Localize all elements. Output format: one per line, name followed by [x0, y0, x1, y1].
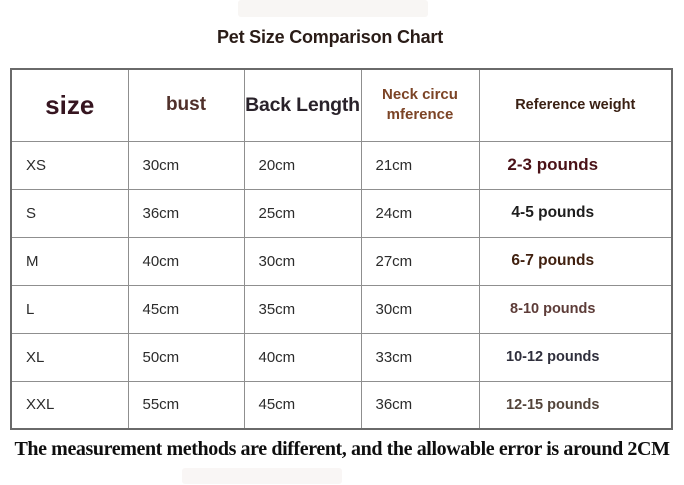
cell-back-length: 25cm — [243, 188, 362, 238]
cell-size: XXL — [10, 380, 129, 430]
cell-bust: 40cm — [127, 236, 245, 286]
cell-reference-weight: 2-3 pounds — [478, 140, 673, 190]
cell-size: L — [10, 284, 129, 334]
cell-bust: 30cm — [127, 140, 245, 190]
cell-size: M — [10, 236, 129, 286]
cell-bust: 55cm — [127, 380, 245, 430]
column-header-neck-circumference: Neck circu mference — [360, 68, 480, 142]
page-title: Pet Size Comparison Chart — [216, 27, 444, 47]
measurement-note: The measurement methods are different, a… — [14, 438, 670, 460]
table-row: XS 30cm 20cm 21cm 2-3 pounds — [10, 140, 673, 190]
cell-neck-circumference: 30cm — [360, 284, 480, 334]
cell-neck-circumference: 21cm — [360, 140, 480, 190]
table-body: XS 30cm 20cm 21cm 2-3 pounds S 36cm 25cm 24cm 4-5… — [10, 140, 673, 430]
cell-back-length: 20cm — [243, 140, 362, 190]
cell-bust: 50cm — [127, 332, 245, 382]
table-row: M 40cm 30cm 27cm 6-7 pounds — [10, 236, 673, 286]
cell-reference-weight: 6-7 pounds — [478, 236, 673, 286]
column-header-back-length: Back Length — [243, 68, 362, 142]
table-row: XXL 55cm 45cm 36cm 12-15 pounds — [10, 380, 673, 430]
cell-size: S — [10, 188, 129, 238]
table-row: XL 50cm 40cm 33cm 10-12 pounds — [10, 332, 673, 382]
table-row: S 36cm 25cm 24cm 4-5 pounds — [10, 188, 673, 238]
cell-reference-weight: 10-12 pounds — [478, 332, 673, 382]
table-header-row: size bust Back Length Neck circu mferenc… — [10, 68, 673, 142]
size-comparison-table: size bust Back Length Neck circu mferenc… — [10, 68, 673, 430]
cell-back-length: 45cm — [243, 380, 362, 430]
cell-size: XL — [10, 332, 129, 382]
background-artifact-bottom — [182, 468, 342, 484]
cell-reference-weight: 8-10 pounds — [478, 284, 673, 334]
table-header: size bust Back Length Neck circu mferenc… — [10, 68, 673, 142]
cell-bust: 45cm — [127, 284, 245, 334]
table-row: L 45cm 35cm 30cm 8-10 pounds — [10, 284, 673, 334]
cell-neck-circumference: 36cm — [360, 380, 480, 430]
cell-reference-weight: 4-5 pounds — [478, 188, 673, 238]
cell-size: XS — [10, 140, 129, 190]
cell-back-length: 35cm — [243, 284, 362, 334]
cell-bust: 36cm — [127, 188, 245, 238]
column-header-size: size — [10, 68, 129, 142]
cell-reference-weight: 12-15 pounds — [478, 380, 673, 430]
cell-neck-circumference: 33cm — [360, 332, 480, 382]
cell-neck-circumference: 27cm — [360, 236, 480, 286]
background-artifact-top — [238, 0, 428, 17]
cell-back-length: 30cm — [243, 236, 362, 286]
cell-back-length: 40cm — [243, 332, 362, 382]
column-header-bust: bust — [127, 68, 245, 142]
column-header-reference-weight: Reference weight — [478, 68, 673, 142]
cell-neck-circumference: 24cm — [360, 188, 480, 238]
